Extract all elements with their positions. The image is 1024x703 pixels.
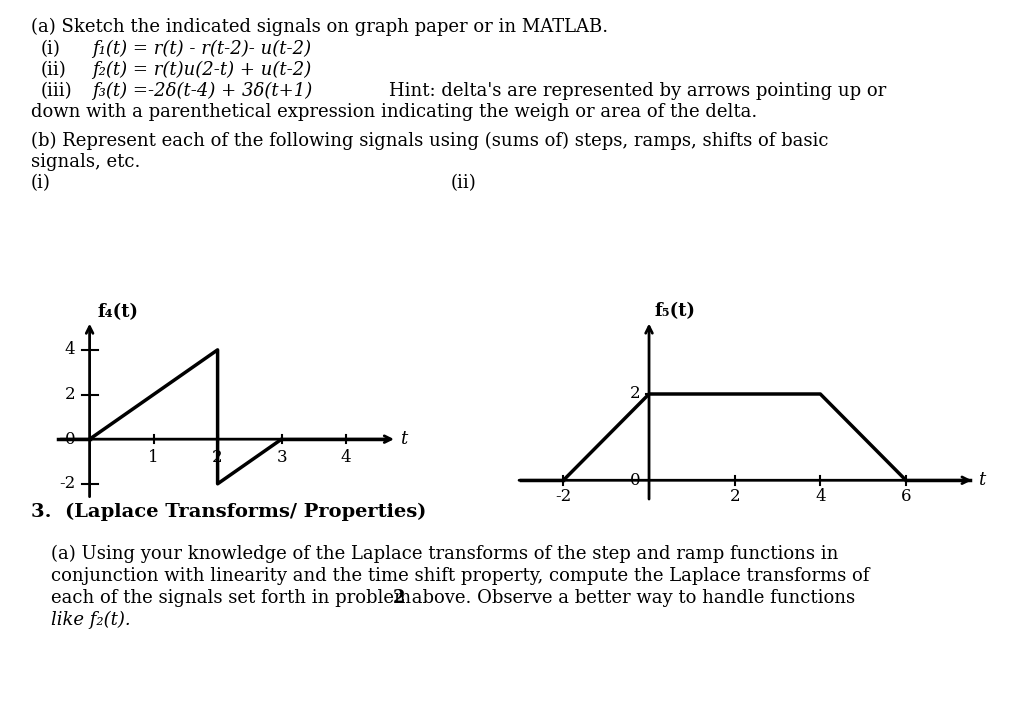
Text: 4: 4 (340, 449, 351, 466)
Text: 2: 2 (212, 449, 223, 466)
Text: f₁(t) = r(t) - r(t-2)- u(t-2): f₁(t) = r(t) - r(t-2)- u(t-2) (92, 40, 311, 58)
Text: t: t (978, 471, 985, 489)
Text: (iii): (iii) (41, 82, 73, 100)
Text: 2: 2 (729, 488, 740, 505)
Text: above. Observe a better way to handle functions: above. Observe a better way to handle fu… (406, 589, 855, 607)
Text: 3.  (Laplace Transforms/ Properties): 3. (Laplace Transforms/ Properties) (31, 503, 426, 521)
Text: t: t (400, 430, 408, 449)
Text: (a) Sketch the indicated signals on graph paper or in MATLAB.: (a) Sketch the indicated signals on grap… (31, 18, 608, 37)
Text: (a) Using your knowledge of the Laplace transforms of the step and ramp function: (a) Using your knowledge of the Laplace … (51, 545, 839, 563)
Text: down with a parenthetical expression indicating the weigh or area of the delta.: down with a parenthetical expression ind… (31, 103, 757, 121)
Text: f₂(t) = r(t)u(2-t) + u(t-2): f₂(t) = r(t)u(2-t) + u(t-2) (92, 61, 311, 79)
Text: (ii): (ii) (41, 61, 67, 79)
Text: 3: 3 (276, 449, 287, 466)
Text: f₃(t) =-2δ(t-4) + 3δ(t+1): f₃(t) =-2δ(t-4) + 3δ(t+1) (92, 82, 312, 101)
Text: 0: 0 (630, 472, 640, 489)
Text: 4: 4 (65, 342, 76, 359)
Text: 4: 4 (815, 488, 825, 505)
Text: 2: 2 (393, 589, 406, 607)
Text: 1: 1 (148, 449, 159, 466)
Text: Hint: delta's are represented by arrows pointing up or: Hint: delta's are represented by arrows … (389, 82, 887, 100)
Text: 6: 6 (901, 488, 911, 505)
Text: (ii): (ii) (451, 174, 476, 192)
Text: like f₂(t).: like f₂(t). (51, 611, 131, 629)
Text: f₄(t): f₄(t) (97, 303, 138, 321)
Text: -2: -2 (59, 475, 76, 492)
Text: signals, etc.: signals, etc. (31, 153, 140, 171)
Text: f₅(t): f₅(t) (654, 302, 695, 320)
Text: 2: 2 (65, 386, 76, 403)
Text: -2: -2 (555, 488, 571, 505)
Text: (i): (i) (41, 40, 60, 58)
Text: 0: 0 (65, 431, 76, 448)
Text: (b) Represent each of the following signals using (sums of) steps, ramps, shifts: (b) Represent each of the following sign… (31, 132, 828, 150)
Text: conjunction with linearity and the time shift property, compute the Laplace tran: conjunction with linearity and the time … (51, 567, 869, 585)
Text: 2: 2 (630, 385, 640, 403)
Text: (i): (i) (31, 174, 50, 192)
Text: each of the signals set forth in problem: each of the signals set forth in problem (51, 589, 417, 607)
